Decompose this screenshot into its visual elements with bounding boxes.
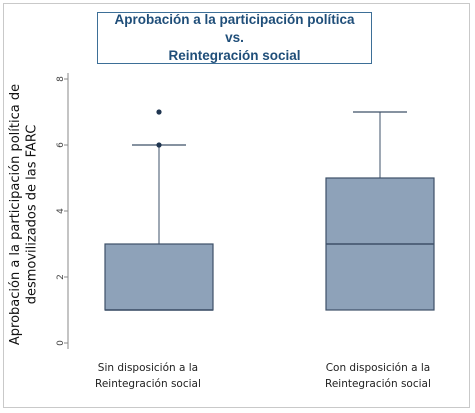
- x-category-label-con: Con disposición a la Reintegración socia…: [325, 360, 431, 392]
- y-tick-label-8: 8: [56, 76, 66, 82]
- x-category-label-sin-line-2: Reintegración social: [95, 378, 201, 390]
- chart-title-line-1: Aprobación a la participación política v…: [114, 12, 355, 45]
- x-category-label-con-line-1: Con disposición a la: [325, 362, 431, 374]
- y-tick-label-4: 4: [56, 208, 66, 214]
- outlier-point-0-1: [156, 109, 162, 115]
- x-category-label-con-line-2: Reintegración social: [325, 378, 431, 390]
- y-tick-label-0: 0: [56, 340, 66, 346]
- y-tick-label-2: 2: [56, 274, 66, 280]
- box-0: [104, 243, 214, 311]
- y-tick-label-6: 6: [56, 142, 66, 148]
- x-category-label-sin: Sin disposición a la Reintegración socia…: [95, 360, 201, 392]
- chart-title-line-2: Reintegración social: [168, 48, 301, 63]
- outlier-point-0-0: [156, 142, 162, 148]
- x-category-label-sin-line-1: Sin disposición a la: [97, 362, 199, 374]
- chart-title: Aprobación a la participación política v…: [97, 12, 372, 64]
